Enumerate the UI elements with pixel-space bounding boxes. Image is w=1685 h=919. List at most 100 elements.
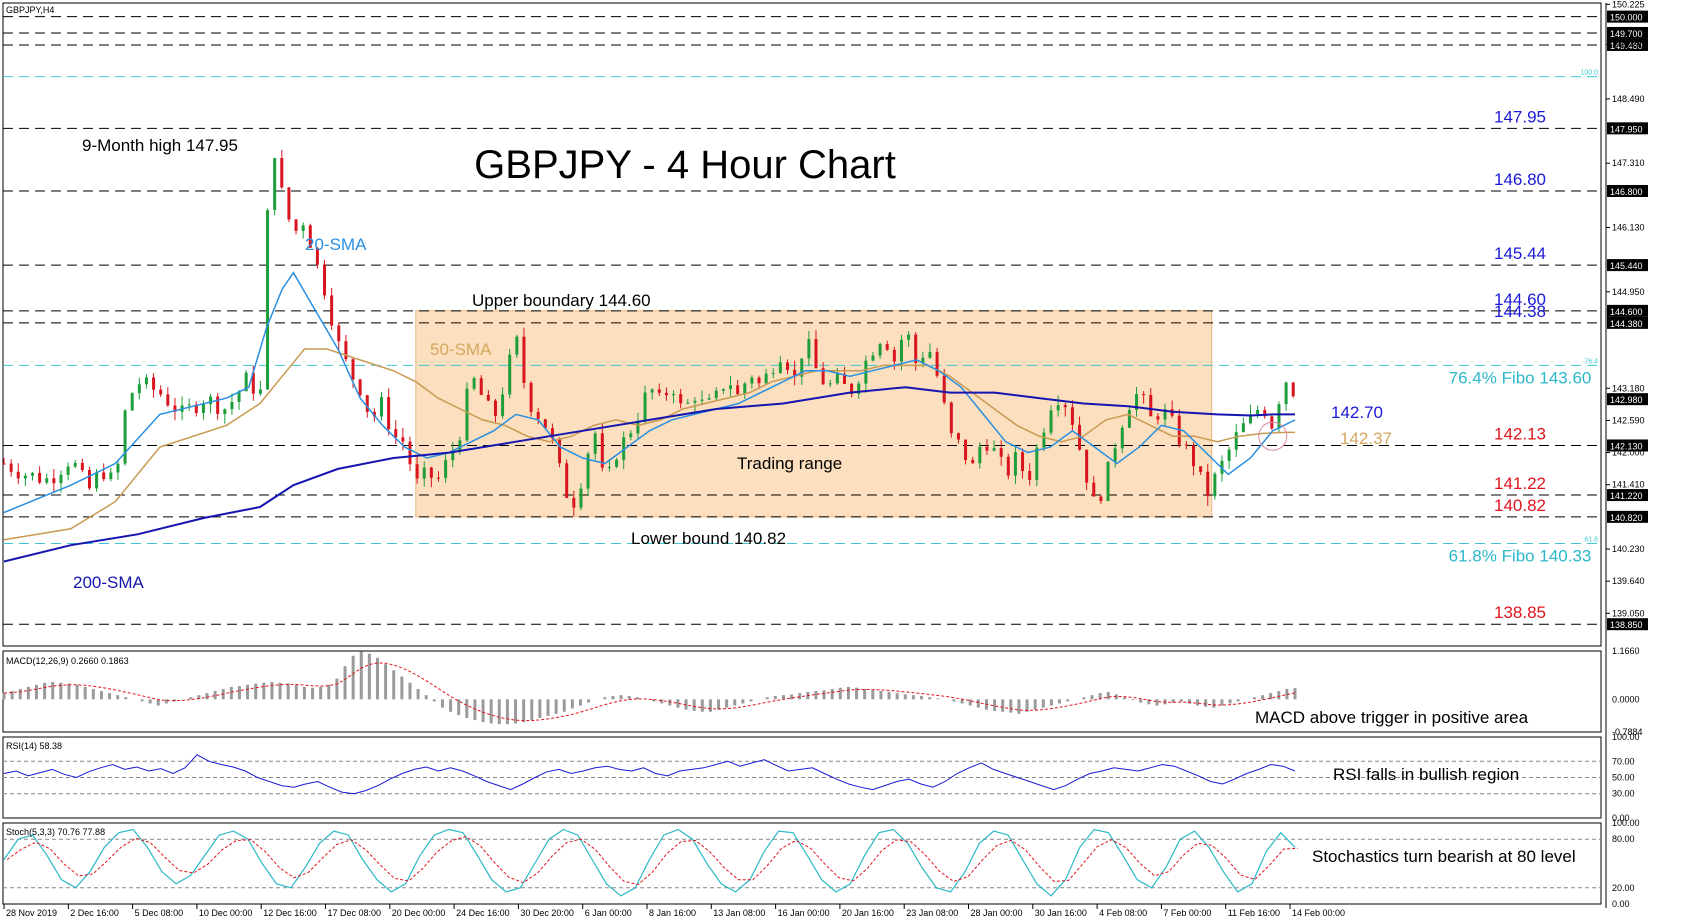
macd-y-tick: 0.0000	[1612, 694, 1640, 704]
level-price-tag	[1607, 10, 1648, 23]
sma200-label: 200-SMA	[73, 573, 145, 592]
candle-body	[358, 379, 362, 396]
symbol-label: GBPJPY,H4	[6, 5, 54, 15]
candle-body	[857, 383, 861, 394]
level-price-tag	[1607, 122, 1648, 135]
rsi-note: RSI falls in bullish region	[1333, 765, 1519, 784]
stoch-y-tick: 0.00	[1612, 899, 1630, 909]
trading-range-label: Trading range	[737, 454, 842, 473]
x-tick-label: 28 Jan 00:00	[971, 908, 1023, 918]
candle-body	[1142, 394, 1146, 396]
macd-panel-frame	[2, 650, 1602, 733]
rsi-line	[3, 754, 1296, 795]
candle-body	[835, 373, 839, 384]
candle-body	[116, 463, 120, 473]
level-annotation: 144.60	[1494, 290, 1546, 309]
x-tick-label: 13 Jan 08:00	[713, 908, 765, 918]
level-price-tag	[1607, 618, 1648, 631]
candle-body	[992, 448, 996, 451]
candle-body	[964, 439, 968, 460]
candle-body	[1227, 449, 1231, 461]
candle-body	[907, 334, 911, 340]
candle-body	[1234, 432, 1238, 450]
fibo-annotation: 76.4% Fibo 143.60	[1449, 368, 1592, 387]
x-tick-label: 10 Dec 00:00	[199, 908, 253, 918]
candle-body	[1156, 416, 1160, 420]
level-price-tag	[1607, 26, 1648, 39]
candle-body	[536, 411, 540, 420]
chart-title: GBPJPY - 4 Hour Chart	[474, 143, 896, 187]
candle-body	[380, 397, 384, 417]
stoch-name: Stoch(5,3,3) 70.76 77.88	[6, 827, 105, 837]
lower-bound-label: Lower bound 140.82	[631, 529, 786, 548]
candle-body	[237, 391, 241, 402]
y-tick-label: 150.225	[1612, 0, 1645, 9]
candle-body	[1013, 452, 1017, 476]
sma50-value-label: 142.37	[1340, 429, 1392, 448]
candle-body	[629, 433, 633, 438]
level-price-tag	[1607, 316, 1648, 329]
candle-body	[351, 359, 355, 380]
candle-body	[714, 390, 718, 399]
candle-body	[679, 394, 683, 404]
candle-body	[593, 433, 597, 454]
candle-body	[308, 225, 312, 248]
candle-body	[828, 383, 832, 385]
candle-body	[1248, 414, 1252, 424]
candle-body	[223, 409, 227, 415]
level-price-label: 141.220	[1610, 491, 1643, 501]
y-tick-label: 146.130	[1612, 223, 1645, 233]
y-tick-label: 147.310	[1612, 158, 1645, 168]
rsi-plot: 100.00 70.00 50.00 30.00 0.00	[3, 732, 1640, 823]
level-price-label: 142.130	[1610, 441, 1643, 451]
candle-body	[721, 389, 725, 391]
candle-body	[216, 396, 220, 415]
candle-body	[615, 459, 619, 467]
candle-body	[1184, 444, 1188, 446]
x-tick-label: 23 Jan 08:00	[906, 908, 958, 918]
candle-body	[1241, 423, 1245, 433]
sma200-line	[3, 386, 1295, 563]
candle-body	[821, 368, 825, 385]
candle-body	[315, 247, 319, 265]
stoch-d-line	[6, 836, 1299, 886]
rsi-y-tick: 0.00	[1612, 813, 1630, 823]
level-annotation: 142.13	[1494, 424, 1546, 443]
level-price-tag	[1607, 304, 1648, 317]
candle-body	[885, 344, 889, 350]
candle-body	[1063, 405, 1067, 408]
candle-body	[743, 383, 747, 395]
candle-body	[201, 404, 205, 414]
candle-body	[999, 448, 1003, 457]
candle-body	[1049, 410, 1053, 433]
candle-body	[173, 405, 177, 412]
x-tick-label: 16 Jan 00:00	[778, 908, 830, 918]
candle-body	[650, 389, 654, 393]
candle-body	[80, 462, 84, 470]
candle-body	[152, 377, 156, 390]
candle-body	[850, 383, 854, 394]
candle-body	[878, 344, 882, 356]
candle-body	[586, 453, 590, 489]
candle-body	[1070, 407, 1074, 425]
current-price-tag	[1607, 393, 1648, 406]
candle-body	[750, 377, 754, 384]
candle-body	[600, 433, 604, 468]
candle-body	[209, 396, 213, 405]
fibo-tag: 76.4	[1584, 358, 1598, 365]
y-tick-label: 140.230	[1612, 544, 1645, 554]
candle-body	[344, 341, 348, 360]
candle-body	[871, 355, 875, 361]
candle-body	[258, 389, 262, 394]
macd-plot: 1.1660 0.0000 -0.7884	[2, 646, 1643, 737]
candle-body	[337, 325, 341, 342]
candle-body	[194, 404, 198, 414]
candle-body	[23, 475, 27, 479]
candle-body	[921, 357, 925, 363]
candle-body	[472, 378, 476, 389]
candle-body	[479, 378, 483, 395]
candle-body	[565, 463, 569, 498]
stoch-plot: 100.00 80.00 20.00 0.00	[3, 818, 1640, 909]
candle-body	[1021, 452, 1025, 471]
